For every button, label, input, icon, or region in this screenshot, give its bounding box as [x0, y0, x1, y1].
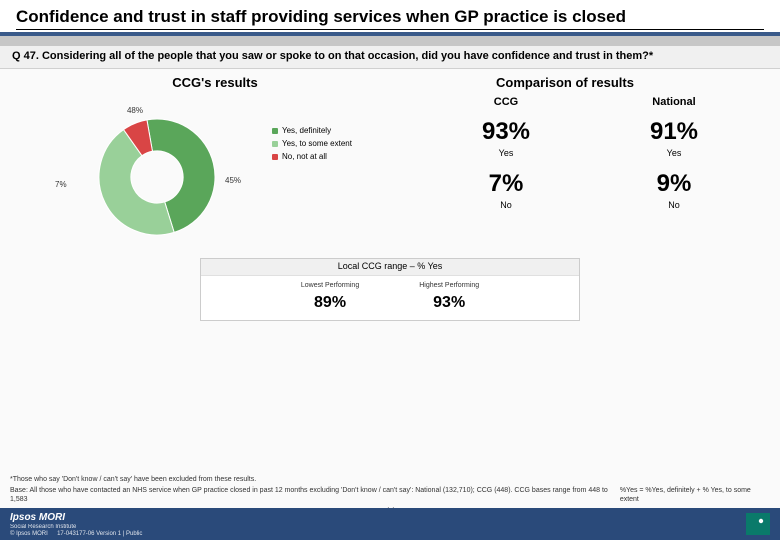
comp-nat-no: 9%: [590, 164, 758, 198]
range-high-value: 93%: [419, 294, 479, 312]
footer: Ipsos MORI Social Research Institute © I…: [0, 508, 780, 540]
comparison-row-yes: 93% 91%: [422, 112, 758, 146]
subhead-left: CCG's results: [40, 75, 390, 90]
content-row: 48% 45% 7% Yes, definitely Yes, to some ex…: [0, 92, 780, 252]
footnote-yesdef: %Yes = %Yes, definitely + % Yes, to some…: [620, 486, 770, 504]
comp-sub-no: No: [422, 198, 590, 216]
comp-ccg-yes: 93%: [422, 112, 590, 146]
svg-text:7%: 7%: [55, 180, 67, 189]
footer-sub1: Social Research Institute: [10, 524, 142, 530]
subheads-row: CCG's results Comparison of results: [0, 69, 780, 92]
comp-head-national: National: [590, 92, 758, 112]
range-high: Highest Performing 93%: [419, 282, 479, 312]
subhead-right: Comparison of results: [390, 75, 740, 90]
svg-text:45%: 45%: [225, 176, 241, 185]
comp-sub-no: No: [590, 198, 758, 216]
footer-left: Ipsos MORI Social Research Institute © I…: [10, 512, 142, 537]
legend-item: Yes, to some extent: [272, 139, 412, 148]
footnote-exclusion: *Those who say 'Don't know / can't say' …: [10, 475, 770, 484]
comp-nat-yes: 91%: [590, 112, 758, 146]
legend-item: No, not at all: [272, 152, 412, 161]
legend-label: Yes, to some extent: [282, 139, 352, 148]
comp-ccg-no: 7%: [422, 164, 590, 198]
legend-swatch: [272, 154, 278, 160]
legend: Yes, definitely Yes, to some extent No, …: [272, 92, 412, 252]
svg-text:48%: 48%: [127, 106, 143, 115]
question-text: Q 47. Considering all of the people that…: [12, 50, 768, 64]
range-low: Lowest Performing 89%: [301, 282, 359, 312]
legend-swatch: [272, 128, 278, 134]
legend-label: No, not at all: [282, 152, 327, 161]
header-spacer: [0, 36, 780, 46]
range-low-value: 89%: [301, 294, 359, 312]
pie-chart: 48% 45% 7%: [12, 92, 272, 252]
pie-svg: 48% 45% 7%: [12, 92, 272, 252]
range-high-label: Highest Performing: [419, 282, 479, 290]
range-box: Local CCG range – % Yes Lowest Performin…: [200, 258, 580, 321]
footer-sub2: © Ipsos MORI 17-043177-06 Version 1 | Pu…: [10, 531, 142, 537]
ipsos-logo-icon: [746, 513, 770, 535]
title-underline: [16, 29, 764, 30]
legend-label: Yes, definitely: [282, 126, 331, 135]
range-low-label: Lowest Performing: [301, 282, 359, 290]
comp-sub-yes: Yes: [422, 146, 590, 164]
footer-brand: Ipsos MORI: [10, 512, 142, 523]
comparison-area: CCG National 93% 91% Yes Yes 7% 9% No No: [412, 92, 768, 252]
comparison-row-yes-sub: Yes Yes: [422, 146, 758, 164]
comp-sub-yes: Yes: [590, 146, 758, 164]
comp-head-ccg: CCG: [422, 92, 590, 112]
page-title: Confidence and trust in staff providing …: [16, 6, 764, 27]
comparison-row-no-sub: No No: [422, 198, 758, 216]
footnote-base: Base: All those who have contacted an NH…: [10, 486, 620, 504]
question-band: Q 47. Considering all of the people that…: [0, 46, 780, 69]
legend-swatch: [272, 141, 278, 147]
comparison-row-no: 7% 9%: [422, 164, 758, 198]
title-band: Confidence and trust in staff providing …: [0, 0, 780, 36]
footnotes: *Those who say 'Don't know / can't say' …: [0, 473, 780, 506]
legend-item: Yes, definitely: [272, 126, 412, 135]
range-title: Local CCG range – % Yes: [201, 259, 579, 276]
range-row: Lowest Performing 89% Highest Performing…: [201, 282, 579, 312]
comparison-head: CCG National: [422, 92, 758, 112]
